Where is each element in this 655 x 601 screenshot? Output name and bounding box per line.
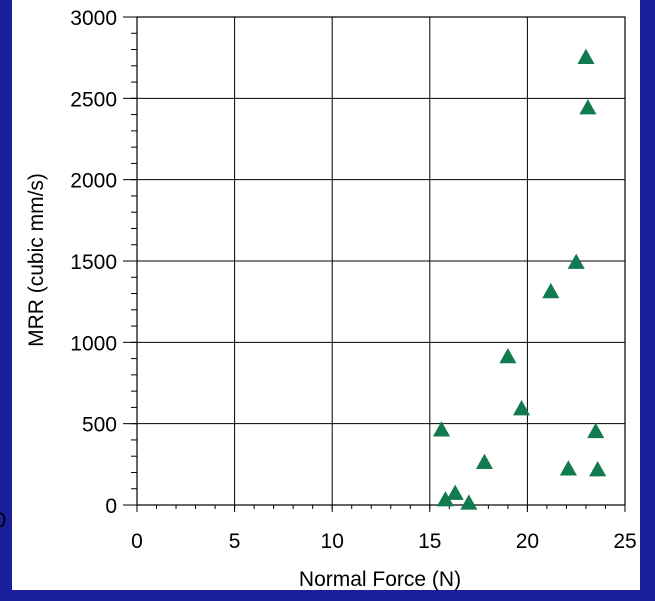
grid-lines <box>137 17 625 505</box>
data-point <box>475 453 494 470</box>
x-tick-label: 20 <box>516 530 539 553</box>
data-point <box>559 460 577 476</box>
data-point <box>577 48 595 64</box>
data-point <box>499 347 517 364</box>
data-point <box>446 484 464 500</box>
x-tick-label: 5 <box>229 530 241 553</box>
data-point <box>460 494 478 510</box>
x-tick-label: 10 <box>321 530 344 553</box>
data-point <box>589 461 607 477</box>
data-point <box>436 491 454 507</box>
x-tick-label: 0 <box>131 530 143 553</box>
data-point <box>567 253 585 269</box>
data-point <box>432 421 451 437</box>
data-point <box>579 99 597 115</box>
x-tick-label: 15 <box>418 530 441 553</box>
y-tick-label: 1000 <box>70 332 117 355</box>
data-point <box>587 422 605 439</box>
y-tick-label: 1500 <box>70 251 117 274</box>
axes <box>123 16 626 512</box>
y-tick-label: 500 <box>82 414 117 437</box>
data-points <box>432 48 607 510</box>
x-axis-title: Normal Force (N) <box>299 568 461 591</box>
stray-axis-label: 0 <box>0 509 6 532</box>
y-tick-label: 3000 <box>70 7 117 30</box>
y-tick-label: 2000 <box>70 170 117 193</box>
minor-ticks <box>131 16 626 509</box>
y-axis-title: MRR (cubic mm/s) <box>25 173 48 347</box>
data-point <box>512 400 531 416</box>
y-tick-label: 0 <box>105 495 117 518</box>
x-tick-label: 25 <box>613 530 636 553</box>
data-point <box>542 282 560 299</box>
y-tick-label: 2500 <box>70 88 117 111</box>
tick-labels: 0 5 10 15 20 25 0 500 1000 1500 2000 2500 3000 <box>70 7 636 553</box>
